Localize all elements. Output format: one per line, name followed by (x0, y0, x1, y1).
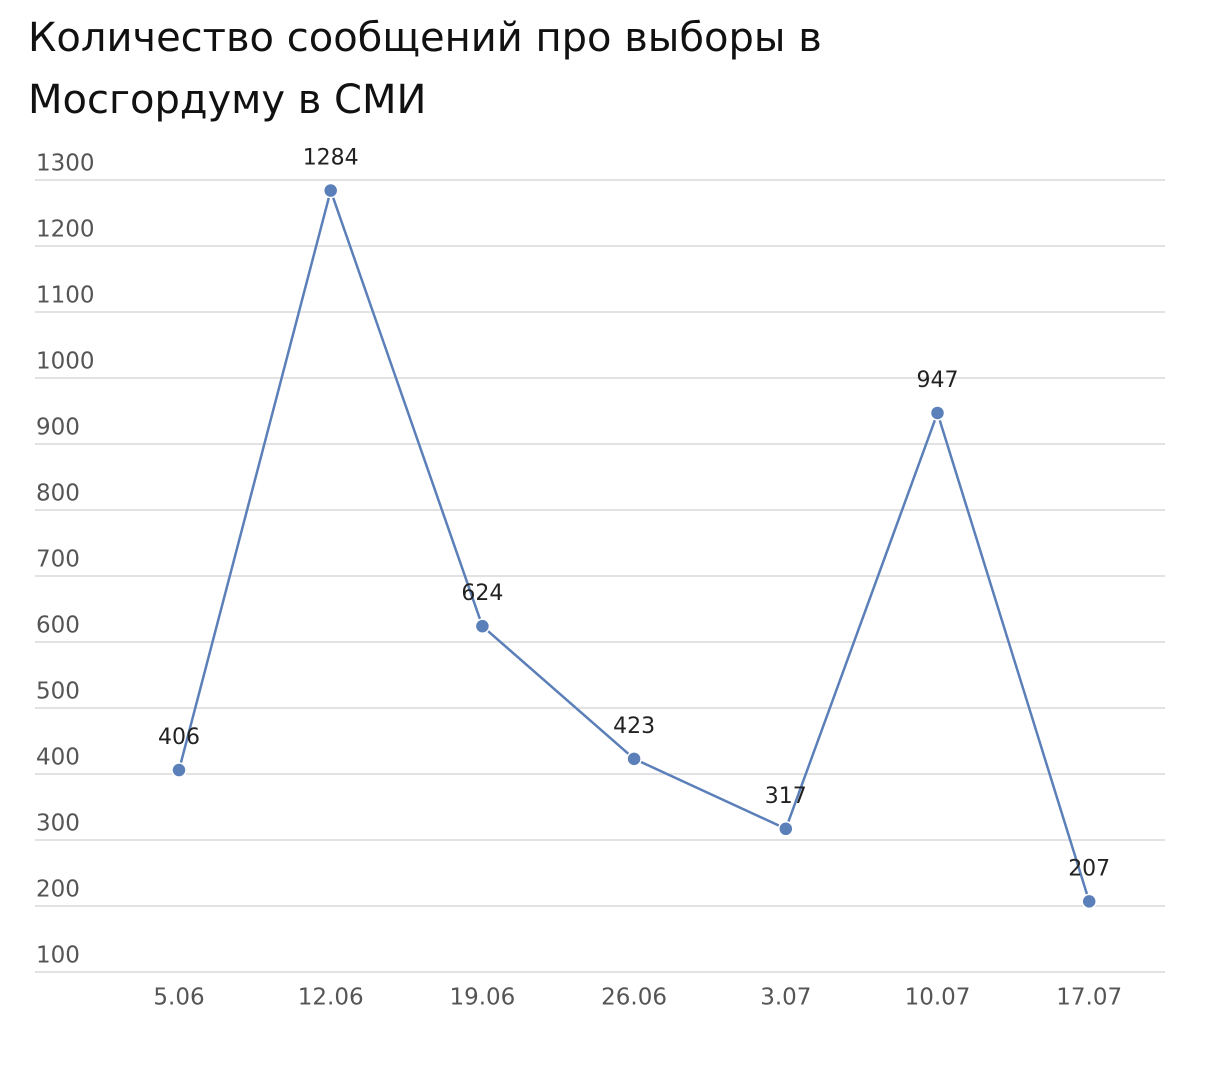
y-tick-label: 800 (36, 481, 80, 507)
y-tick-label: 300 (36, 811, 80, 837)
data-label: 207 (1068, 856, 1110, 881)
point (322, 182, 339, 199)
point (171, 762, 187, 778)
y-tick-label: 1100 (36, 283, 95, 309)
x-tick-label: 12.06 (298, 985, 364, 1011)
y-tick-label: 900 (36, 415, 80, 441)
line (177, 186, 1091, 902)
x-tick-label: 26.06 (601, 985, 667, 1011)
data-label: 406 (158, 725, 200, 750)
y-tick-label: 500 (36, 679, 80, 705)
y-tick-label: 1000 (36, 349, 95, 375)
data-label: 317 (765, 784, 807, 809)
point (1081, 893, 1097, 910)
chart-title: Количество сообщений про выборы в (28, 15, 822, 61)
point (474, 618, 491, 634)
data-label: 1284 (303, 146, 359, 171)
data-label: 947 (917, 368, 959, 393)
y-tick-label: 700 (36, 547, 80, 573)
x-tick-label: 19.06 (449, 985, 515, 1011)
data-label: 423 (613, 714, 655, 739)
x-tick-label: 5.06 (153, 985, 204, 1011)
y-tick-label: 600 (36, 613, 80, 639)
y-tick-label: 200 (36, 877, 80, 903)
data-label: 624 (461, 581, 503, 606)
x-tick-label: 10.07 (905, 985, 971, 1011)
x-tick-label: 3.07 (760, 985, 811, 1011)
point (929, 405, 946, 421)
y-tick-label: 1200 (36, 217, 95, 243)
y-tick-label: 100 (36, 943, 80, 969)
chart-title: Мосгордуму в СМИ (28, 77, 426, 123)
y-tick-label: 1300 (36, 151, 95, 177)
point (778, 821, 794, 837)
x-tick-label: 17.07 (1056, 985, 1122, 1011)
y-tick-label: 400 (36, 745, 80, 771)
point (626, 751, 642, 767)
